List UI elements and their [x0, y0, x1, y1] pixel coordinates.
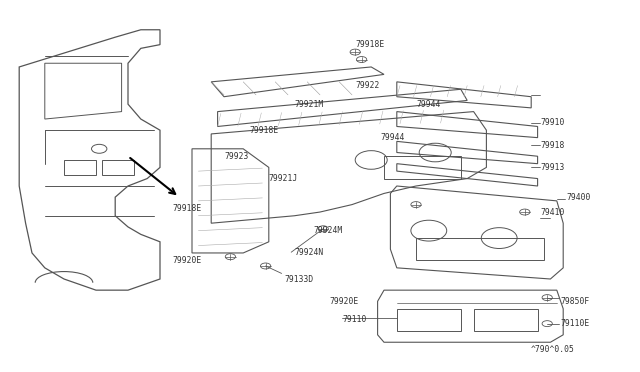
Text: 79918: 79918 [541, 141, 565, 150]
Bar [384, 156, 461, 179]
Text: 79922: 79922 [355, 81, 380, 90]
Text: 79920E: 79920E [330, 297, 359, 306]
Bar [474, 309, 538, 331]
Text: 79410: 79410 [541, 208, 565, 217]
Text: 79944: 79944 [381, 133, 405, 142]
Text: 79924M: 79924M [314, 226, 343, 235]
Text: 79918E: 79918E [250, 126, 279, 135]
Bar [416, 238, 544, 260]
Text: 79944: 79944 [416, 100, 440, 109]
Text: 79110: 79110 [342, 315, 367, 324]
Text: 79400: 79400 [566, 193, 591, 202]
Text: 79921J: 79921J [269, 174, 298, 183]
Text: ^790^0.05: ^790^0.05 [531, 345, 575, 354]
Text: 79850F: 79850F [560, 297, 589, 306]
Text: 79918E: 79918E [173, 204, 202, 213]
Text: 79133D: 79133D [285, 275, 314, 283]
Bar [64, 160, 96, 175]
Text: 79920E: 79920E [173, 256, 202, 265]
Text: 79910: 79910 [541, 118, 565, 127]
Bar [397, 309, 461, 331]
Text: 79913: 79913 [541, 163, 565, 172]
Text: 79923: 79923 [224, 152, 248, 161]
Text: 79921M: 79921M [294, 100, 324, 109]
Text: 79918E: 79918E [355, 40, 385, 49]
Text: 79924N: 79924N [294, 248, 324, 257]
Text: 79110E: 79110E [560, 319, 589, 328]
Bar [102, 160, 134, 175]
